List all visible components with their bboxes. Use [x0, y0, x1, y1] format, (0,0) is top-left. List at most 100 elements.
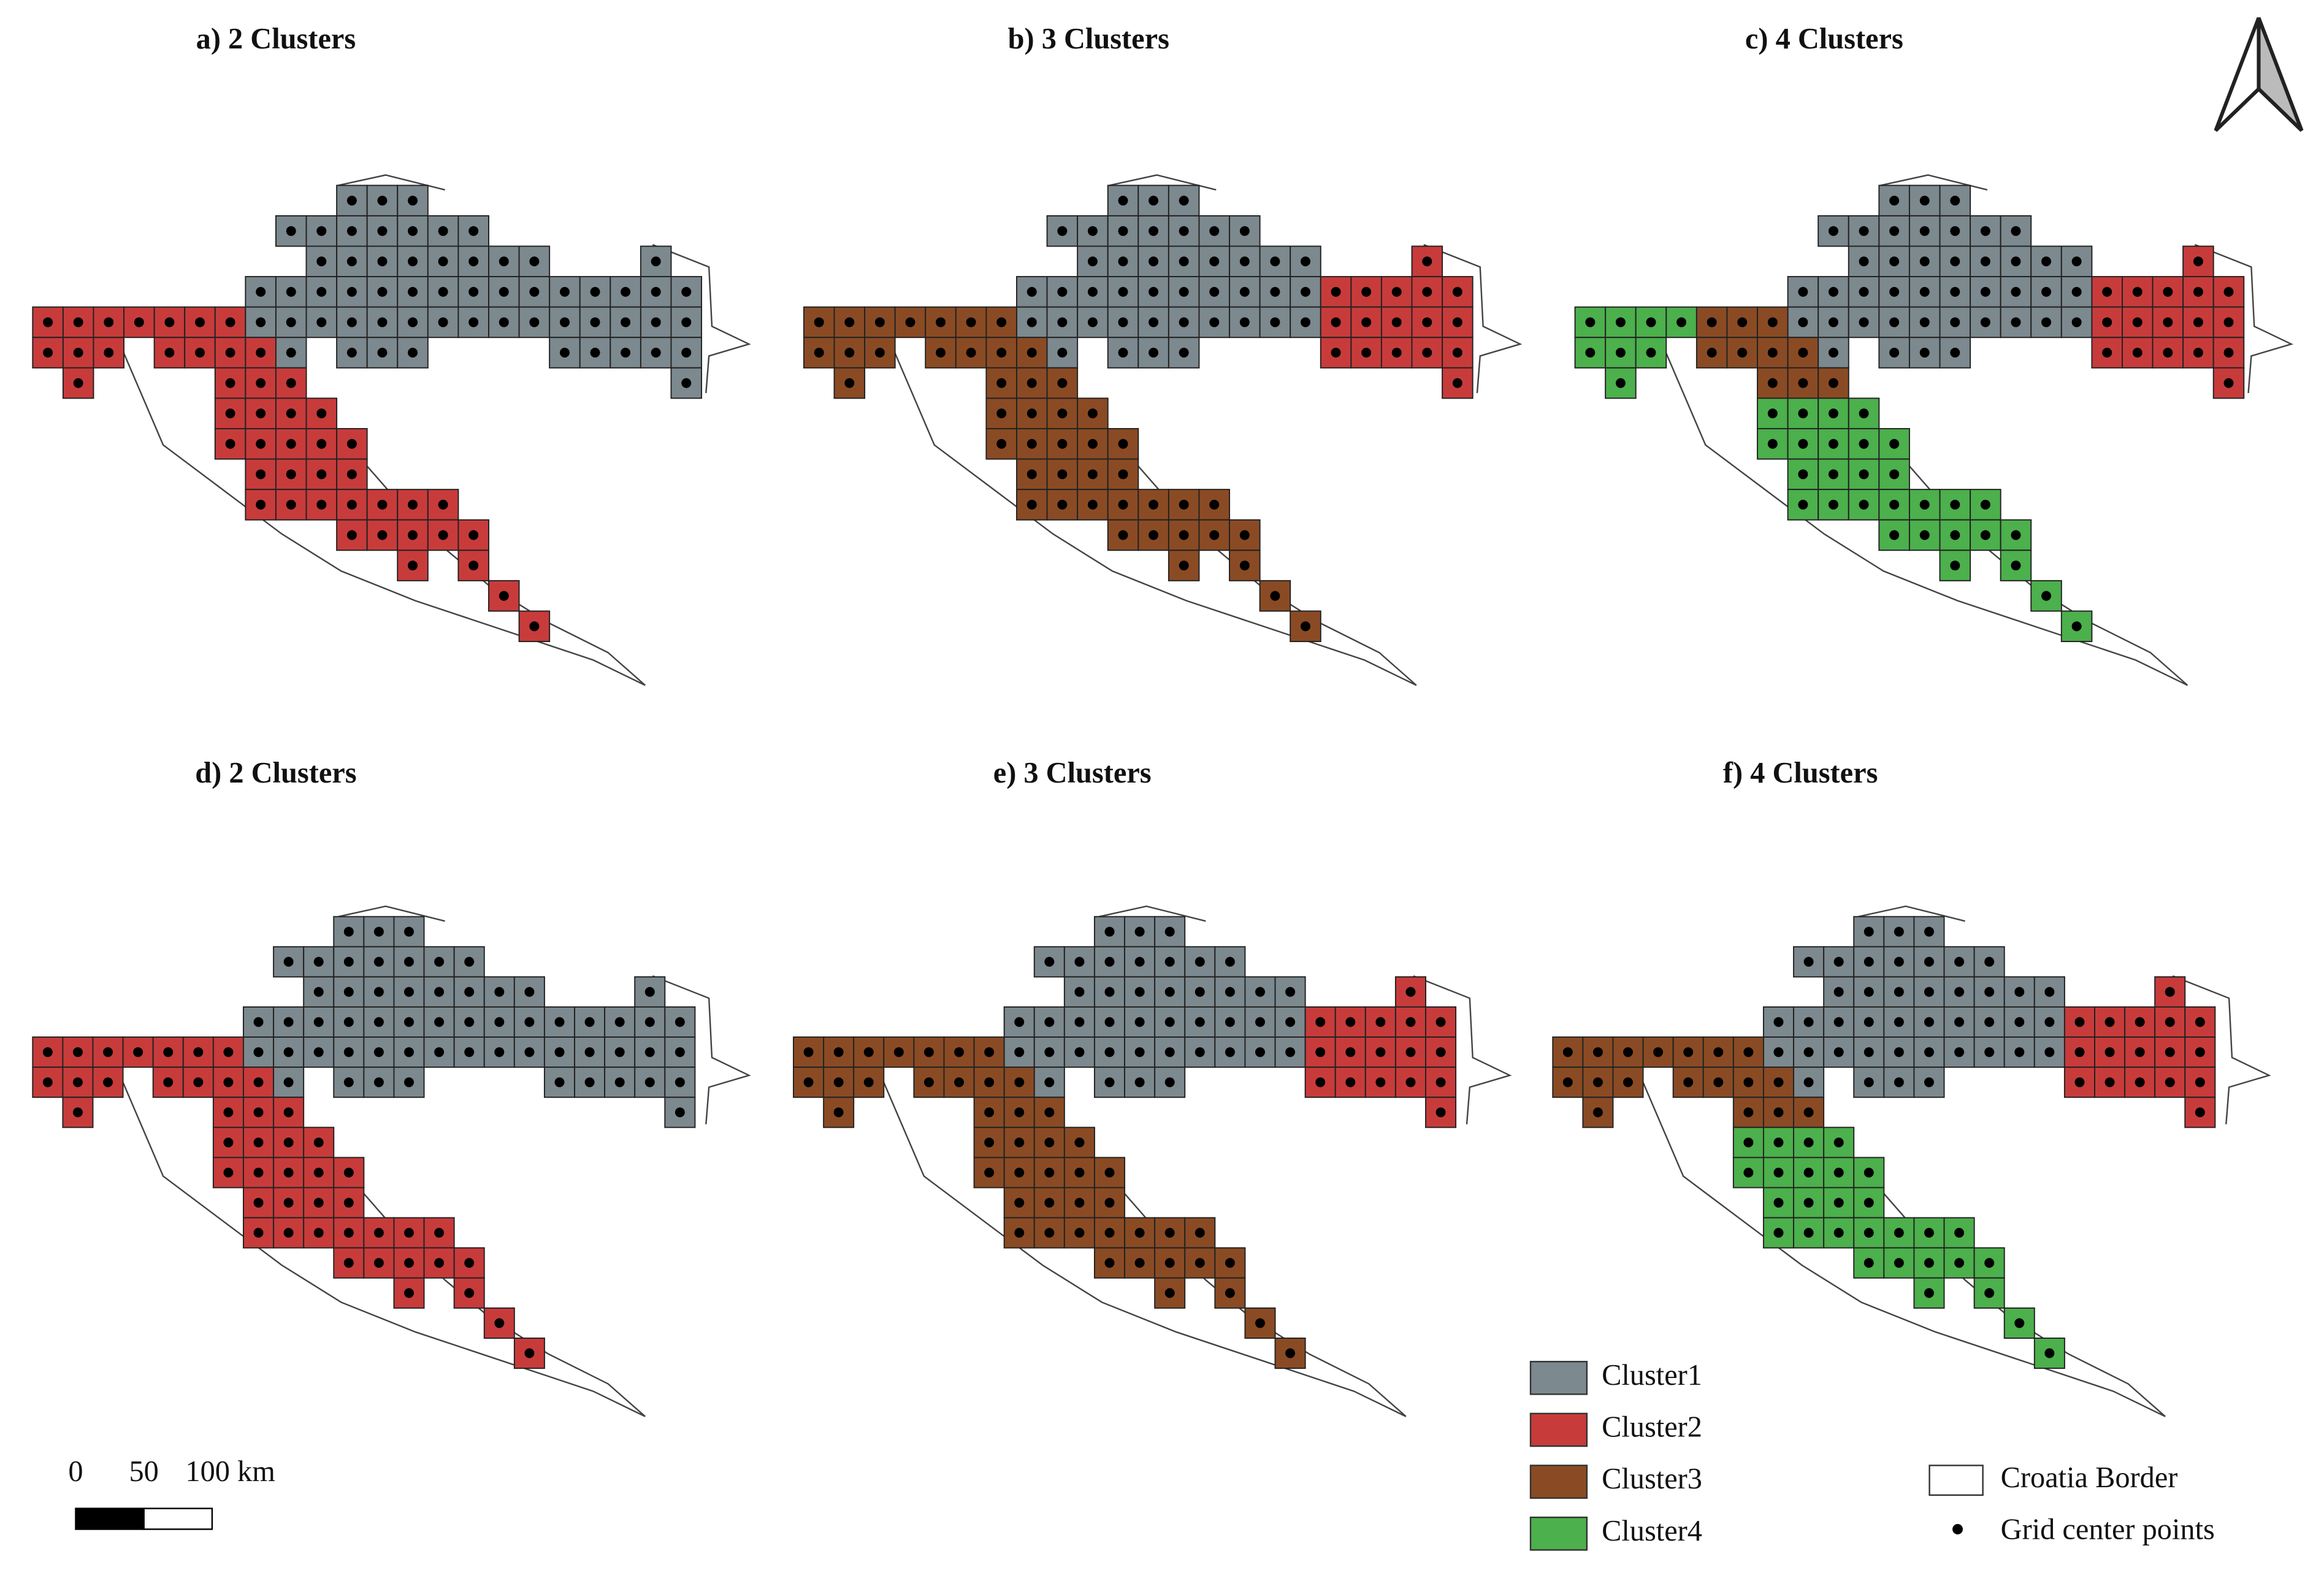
grid-center-point	[164, 317, 175, 327]
grid-center-point	[1980, 499, 1990, 510]
grid-center-point	[1743, 1107, 1754, 1117]
grid-center-point	[2135, 1017, 2145, 1027]
grid-center-point	[1829, 286, 1838, 297]
grid-center-point	[644, 1017, 655, 1027]
grid-center-point	[1134, 1017, 1145, 1027]
grid-center-point	[193, 1047, 204, 1057]
grid-center-point	[438, 226, 448, 236]
grid-center-point	[844, 348, 855, 358]
grid-cell	[2030, 245, 2062, 278]
grid-center-point	[1954, 1258, 1965, 1268]
grid-center-point	[464, 1258, 475, 1268]
grid-center-point	[863, 1047, 874, 1057]
grid-center-point	[2163, 317, 2173, 327]
grid-center-point	[1919, 530, 1930, 540]
grid-center-point	[1435, 1017, 1446, 1027]
grid-center-point	[923, 1047, 934, 1057]
panel-title: e) 3 Clusters	[993, 757, 1152, 789]
grid-center-point	[1984, 1017, 1995, 1027]
grid-cell	[1274, 1338, 1306, 1369]
grid-center-point	[675, 1107, 685, 1117]
grid-center-point	[1833, 1198, 1844, 1208]
grid-center-point	[1194, 957, 1205, 967]
grid-center-point	[529, 256, 540, 267]
grid-center-point	[468, 317, 479, 327]
grid-center-point	[286, 378, 296, 388]
grid-center-point	[1391, 286, 1402, 297]
grid-center-point	[2011, 317, 2021, 327]
grid-center-point	[1950, 196, 1960, 206]
grid-center-point	[1014, 1137, 1025, 1147]
grid-center-point	[408, 196, 418, 206]
grid-center-point	[1104, 1047, 1115, 1057]
grid-center-point	[1255, 987, 1265, 997]
grid-center-point	[1773, 1198, 1784, 1208]
legend-swatch	[1529, 1465, 1588, 1499]
grid-center-point	[1014, 1167, 1025, 1178]
grid-center-point	[73, 378, 83, 388]
grid-center-point	[1924, 1077, 1934, 1087]
grid-center-point	[434, 1017, 445, 1027]
grid-center-point	[1164, 1017, 1175, 1027]
grid-center-point	[2193, 348, 2203, 358]
grid-center-point	[1134, 1077, 1145, 1087]
grid-center-point	[1980, 317, 1990, 327]
grid-center-point	[464, 1047, 475, 1057]
grid-center-point	[404, 1017, 414, 1027]
grid-center-point	[996, 348, 1007, 358]
grid-center-point	[1803, 1077, 1814, 1087]
grid-center-point	[1225, 987, 1235, 997]
grid-cell	[1883, 1036, 1915, 1068]
grid-center-point	[651, 317, 661, 327]
grid-cell	[1168, 276, 1200, 308]
grid-center-point	[1829, 226, 1838, 236]
grid-center-point	[1179, 561, 1189, 571]
grid-center-point	[675, 1017, 685, 1027]
grid-center-point	[2223, 286, 2234, 297]
grid-center-point	[2193, 317, 2203, 327]
grid-cell	[925, 306, 957, 339]
legend-swatch	[1529, 1360, 1588, 1395]
grid-center-point	[893, 1047, 904, 1057]
grid-center-point	[225, 317, 235, 327]
grid-cell	[305, 489, 338, 521]
grid-center-point	[1889, 530, 1900, 540]
grid-cell	[1198, 489, 1231, 521]
grid-center-point	[2135, 1047, 2145, 1057]
grid-center-point	[373, 1258, 384, 1268]
grid-center-point	[1592, 1107, 1603, 1117]
grid-center-point	[283, 1167, 294, 1178]
grid-center-point	[225, 408, 235, 419]
grid-center-point	[1803, 1198, 1814, 1208]
grid-center-point	[1803, 957, 1814, 967]
grid-center-point	[1014, 1198, 1025, 1208]
grid-center-point	[863, 1077, 874, 1087]
grid-center-point	[2163, 348, 2173, 358]
grid-center-point	[1361, 286, 1372, 297]
grid-center-point	[1331, 317, 1341, 327]
grid-center-point	[1859, 256, 1869, 267]
grid-cell	[1672, 1066, 1704, 1098]
grid-center-point	[1164, 1228, 1175, 1238]
grid-center-point	[2132, 317, 2142, 327]
grid-center-point	[1225, 1258, 1235, 1268]
grid-center-point	[1044, 1167, 1055, 1178]
grid-center-point	[1980, 226, 1990, 236]
grid-center-point	[1179, 286, 1189, 297]
grid-center-point	[1803, 1047, 1814, 1057]
grid-cell	[32, 1066, 64, 1098]
grid-center-point	[2014, 1047, 2025, 1057]
north-arrow-left	[2214, 17, 2261, 132]
grid-center-point	[1239, 561, 1250, 571]
grid-center-point	[1954, 1047, 1965, 1057]
grid-center-point	[1646, 348, 1656, 358]
grid-center-point	[1894, 1017, 1904, 1027]
grid-center-point	[256, 286, 266, 297]
grid-center-point	[313, 1167, 324, 1178]
grid-center-point	[1683, 1077, 1694, 1087]
grid-center-point	[377, 196, 388, 206]
grid-center-point	[1104, 1198, 1115, 1208]
grid-center-point	[1798, 286, 1808, 297]
grid-center-point	[343, 1228, 354, 1238]
grid-center-point	[43, 348, 53, 358]
